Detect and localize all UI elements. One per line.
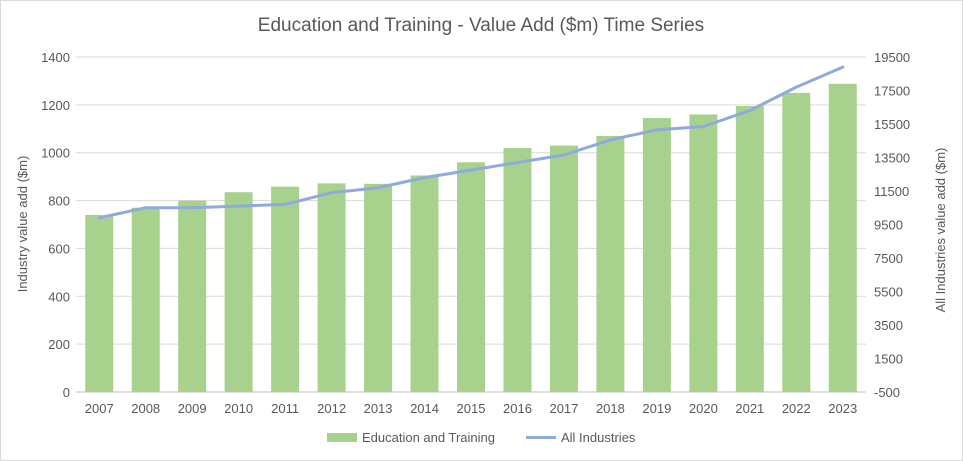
bar-2007 (85, 214, 114, 392)
bar-2008 (131, 207, 160, 392)
x-tick-label: 2023 (828, 401, 857, 416)
y2-tick-label: 15500 (874, 117, 910, 132)
y2-tick-label: 5500 (874, 285, 903, 300)
x-tick-label: 2009 (178, 401, 207, 416)
x-tick-label: 2010 (224, 401, 253, 416)
bar-2020 (689, 114, 718, 392)
y-axis-left: 0 200 400 600 800 1000 1200 1400 (41, 50, 70, 400)
y2-tick-label: 11500 (874, 184, 909, 199)
bar-2022 (782, 92, 811, 393)
y-tick-label: 800 (48, 194, 70, 209)
bar-2010 (224, 192, 253, 392)
bar-2013 (364, 183, 393, 392)
y-axis-label: Industry value add ($m) (15, 156, 30, 293)
y2-tick-label: -500 (874, 385, 900, 400)
x-tick-label: 2017 (549, 401, 578, 416)
bar-2009 (178, 200, 207, 392)
bar-2019 (642, 118, 671, 393)
y2-tick-label: 19500 (874, 50, 910, 65)
bar-2018 (596, 135, 625, 392)
x-axis: 2007 2008 2009 2010 2011 2012 2013 2014 2015 2016… (85, 401, 857, 416)
y-tick-label: 1200 (41, 98, 70, 113)
y-axis-right: -500 1500 3500 5500 7500 9500 11500 13500 15500 1… (874, 50, 910, 400)
bar-2023 (828, 83, 857, 393)
y-tick-label: 200 (48, 337, 70, 352)
y2-tick-label: 9500 (874, 218, 903, 233)
bar-2011 (271, 186, 300, 392)
legend-label-education: Education and Training (362, 430, 495, 445)
x-tick-label: 2016 (503, 401, 532, 416)
y-tick-label: 0 (63, 385, 70, 400)
y2-tick-label: 17500 (874, 84, 910, 99)
bar-2021 (735, 106, 764, 392)
legend-swatch-education (327, 433, 357, 442)
x-tick-label: 2020 (689, 401, 718, 416)
x-tick-label: 2018 (596, 401, 625, 416)
x-tick-label: 2007 (85, 401, 114, 416)
x-tick-label: 2014 (410, 401, 439, 416)
x-tick-label: 2019 (642, 401, 671, 416)
y-tick-label: 1400 (41, 50, 70, 65)
x-tick-label: 2008 (131, 401, 160, 416)
x-tick-label: 2011 (271, 401, 299, 416)
x-tick-label: 2021 (735, 401, 764, 416)
x-tick-label: 2013 (364, 401, 393, 416)
x-tick-label: 2015 (457, 401, 486, 416)
all-industries-line (97, 65, 845, 220)
line-series (97, 65, 845, 220)
chart-title: Education and Training - Value Add ($m) … (258, 15, 704, 36)
legend: Education and Training All Industries (327, 430, 636, 445)
bar-2012 (317, 183, 346, 392)
y-tick-label: 1000 (41, 146, 70, 161)
bar-2017 (549, 145, 578, 392)
y2-tick-label: 7500 (874, 251, 903, 266)
y2-tick-label: 1500 (874, 352, 903, 367)
bar-2016 (503, 147, 532, 392)
bar-2015 (457, 162, 485, 392)
x-tick-label: 2012 (317, 401, 346, 416)
bar-series (85, 83, 857, 393)
y-tick-label: 400 (48, 289, 70, 304)
x-tick-label: 2022 (782, 401, 811, 416)
y2-axis-label: All Industries value add ($m) (933, 148, 948, 313)
bar-2014 (410, 175, 439, 392)
y2-tick-label: 13500 (874, 151, 910, 166)
y2-tick-label: 3500 (874, 318, 903, 333)
legend-label-all-industries: All Industries (561, 430, 636, 445)
y-tick-label: 600 (48, 241, 70, 256)
